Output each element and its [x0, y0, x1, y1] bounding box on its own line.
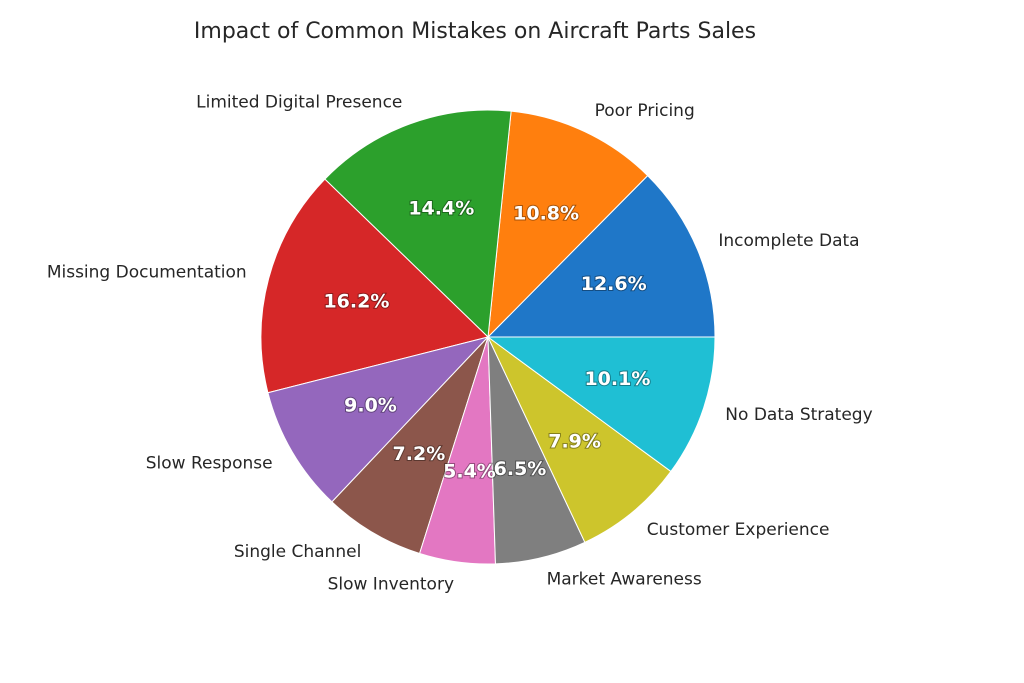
percentage-label-no-data-strategy: 10.1%	[584, 368, 650, 390]
category-label-slow-inventory: Slow Inventory	[328, 574, 454, 594]
percentage-label-limited-digital-presence: 14.4%	[408, 198, 474, 220]
chart-title: Impact of Common Mistakes on Aircraft Pa…	[194, 19, 756, 44]
category-label-customer-experience: Customer Experience	[647, 520, 830, 540]
pie-slice-limited-digital-presence	[324, 109, 512, 339]
category-label-no-data-strategy: No Data Strategy	[725, 405, 872, 425]
percentage-label-slow-inventory: 5.4%	[443, 460, 496, 482]
percentage-label-missing-documentation: 16.2%	[323, 290, 389, 312]
percentage-label-incomplete-data: 12.6%	[581, 273, 647, 295]
percentage-label-slow-response: 9.0%	[344, 394, 397, 416]
category-labels: Incomplete Data Poor Pricing Limited Digit…	[47, 92, 873, 594]
pie-slice-slow-response	[267, 336, 490, 503]
pie-slice-poor-pricing	[487, 110, 649, 339]
pie-slice-customer-experience	[487, 336, 672, 543]
category-label-single-channel: Single Channel	[234, 542, 361, 562]
category-label-missing-documentation: Missing Documentation	[47, 263, 247, 283]
pie-slice-incomplete-data	[486, 174, 716, 338]
category-label-limited-digital-presence: Limited Digital Presence	[196, 92, 402, 112]
percentage-label-customer-experience: 7.9%	[548, 431, 601, 453]
pie-slice-missing-documentation	[260, 178, 489, 394]
percentage-label-single-channel: 7.2%	[393, 443, 446, 465]
category-label-poor-pricing: Poor Pricing	[595, 101, 695, 121]
pie-slices	[260, 109, 716, 565]
category-label-incomplete-data: Incomplete Data	[718, 231, 859, 251]
category-label-market-awareness: Market Awareness	[547, 570, 702, 590]
pie-slice-no-data-strategy	[486, 336, 716, 473]
percentage-labels: 12.6% 10.8% 14.4% 16.2% 9.0% 7.2%5.4%6.5%7.9%…	[322, 197, 651, 484]
pie-slice-single-channel	[331, 336, 489, 555]
category-label-slow-response: Slow Response	[146, 453, 273, 473]
percentage-label-poor-pricing: 10.8%	[513, 202, 579, 224]
percentage-label-market-awareness: 6.5%	[494, 458, 547, 480]
